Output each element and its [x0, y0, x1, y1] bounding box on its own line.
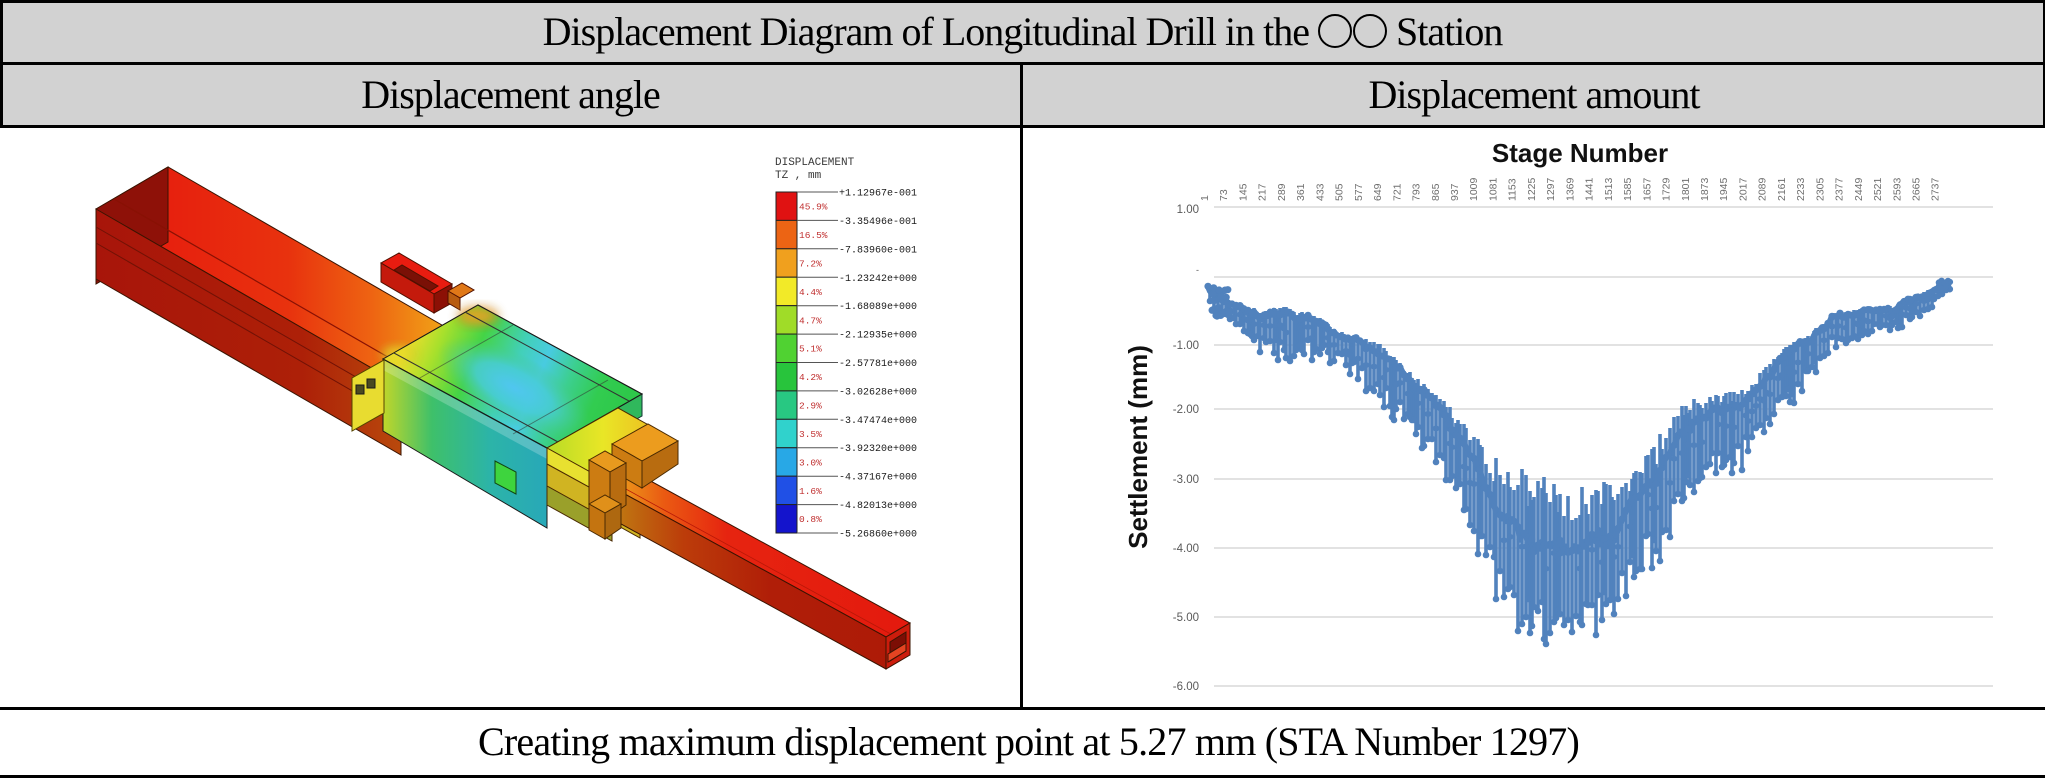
svg-text:2737: 2737 — [1930, 177, 1942, 201]
svg-text:145: 145 — [1238, 183, 1250, 201]
svg-text:73: 73 — [1218, 189, 1230, 201]
svg-text:1: 1 — [1199, 195, 1211, 201]
svg-text:4.2%: 4.2% — [799, 372, 822, 383]
svg-text:-3.92320e+000: -3.92320e+000 — [839, 444, 917, 455]
svg-text:-7.83960e-001: -7.83960e-001 — [839, 245, 917, 256]
svg-text:-3.00: -3.00 — [1173, 474, 1199, 486]
svg-text:1369: 1369 — [1564, 177, 1576, 201]
svg-text:-1.23242e+000: -1.23242e+000 — [839, 274, 917, 285]
svg-text:1657: 1657 — [1641, 177, 1653, 201]
svg-text:-5.26860e+000: -5.26860e+000 — [839, 530, 917, 541]
svg-text:2017: 2017 — [1737, 177, 1749, 201]
svg-text:3.5%: 3.5% — [799, 429, 822, 440]
svg-text:2449: 2449 — [1853, 177, 1865, 201]
svg-text:2521: 2521 — [1872, 177, 1884, 201]
svg-text:1225: 1225 — [1526, 177, 1538, 201]
svg-text:433: 433 — [1314, 183, 1326, 201]
svg-text:721: 721 — [1391, 183, 1403, 201]
svg-text:865: 865 — [1430, 183, 1442, 201]
svg-text:-2.12935e+000: -2.12935e+000 — [839, 331, 917, 342]
svg-text:0.8%: 0.8% — [799, 514, 822, 525]
svg-text:-4.37167e+000: -4.37167e+000 — [839, 473, 917, 484]
svg-text:577: 577 — [1353, 183, 1365, 201]
svg-text:1729: 1729 — [1661, 177, 1673, 201]
svg-text:361: 361 — [1295, 183, 1307, 201]
svg-text:2089: 2089 — [1757, 177, 1769, 201]
svg-text:TZ , mm: TZ , mm — [775, 170, 822, 182]
svg-text:1801: 1801 — [1680, 177, 1692, 201]
svg-text:-: - — [1196, 265, 1199, 275]
svg-text:2665: 2665 — [1911, 177, 1923, 201]
svg-text:2.9%: 2.9% — [799, 401, 822, 412]
svg-text:505: 505 — [1334, 183, 1346, 201]
svg-text:7.2%: 7.2% — [799, 259, 822, 270]
svg-text:649: 649 — [1372, 183, 1384, 201]
svg-text:1.6%: 1.6% — [799, 486, 822, 497]
svg-text:5.1%: 5.1% — [799, 344, 822, 355]
svg-text:Settlement (mm): Settlement (mm) — [1123, 345, 1153, 549]
svg-text:1081: 1081 — [1488, 177, 1500, 201]
svg-text:2233: 2233 — [1795, 177, 1807, 201]
svg-text:-3.35496e-001: -3.35496e-001 — [839, 217, 917, 228]
svg-text:1153: 1153 — [1507, 178, 1519, 201]
svg-text:2161: 2161 — [1776, 177, 1788, 201]
svg-text:1945: 1945 — [1718, 177, 1730, 201]
svg-text:-1.68089e+000: -1.68089e+000 — [839, 302, 917, 313]
svg-text:-2.00: -2.00 — [1173, 404, 1199, 416]
svg-text:4.4%: 4.4% — [799, 287, 822, 298]
svg-text:1009: 1009 — [1468, 177, 1480, 201]
svg-text:2593: 2593 — [1891, 177, 1903, 201]
svg-text:+1.12967e-001: +1.12967e-001 — [839, 189, 917, 200]
svg-text:-4.00: -4.00 — [1173, 543, 1199, 555]
svg-text:DISPLACEMENT: DISPLACEMENT — [775, 157, 855, 169]
svg-text:1873: 1873 — [1699, 177, 1711, 201]
svg-text:-5.00: -5.00 — [1173, 612, 1199, 624]
svg-text:1.00: 1.00 — [1177, 204, 1199, 216]
svg-text:-4.82013e+000: -4.82013e+000 — [839, 501, 917, 512]
svg-text:217: 217 — [1257, 183, 1269, 201]
svg-text:16.5%: 16.5% — [799, 230, 828, 241]
svg-text:2377: 2377 — [1834, 177, 1846, 201]
svg-text:3.0%: 3.0% — [799, 457, 822, 468]
svg-text:1297: 1297 — [1545, 177, 1557, 201]
svg-text:-1.00: -1.00 — [1173, 340, 1199, 352]
svg-text:-2.57781e+000: -2.57781e+000 — [839, 359, 917, 370]
svg-text:Stage Number: Stage Number — [1492, 138, 1668, 168]
svg-text:289: 289 — [1276, 183, 1288, 201]
svg-text:1585: 1585 — [1622, 177, 1634, 201]
svg-text:-6.00: -6.00 — [1173, 681, 1199, 693]
svg-text:4.7%: 4.7% — [799, 315, 822, 326]
svg-text:1513: 1513 — [1603, 177, 1615, 201]
svg-text:45.9%: 45.9% — [799, 202, 828, 213]
svg-text:-3.02628e+000: -3.02628e+000 — [839, 387, 917, 398]
svg-text:-3.47474e+000: -3.47474e+000 — [839, 416, 917, 427]
svg-text:2305: 2305 — [1814, 177, 1826, 201]
svg-text:793: 793 — [1411, 183, 1423, 201]
svg-text:1441: 1441 — [1584, 177, 1596, 201]
svg-text:937: 937 — [1449, 183, 1461, 201]
